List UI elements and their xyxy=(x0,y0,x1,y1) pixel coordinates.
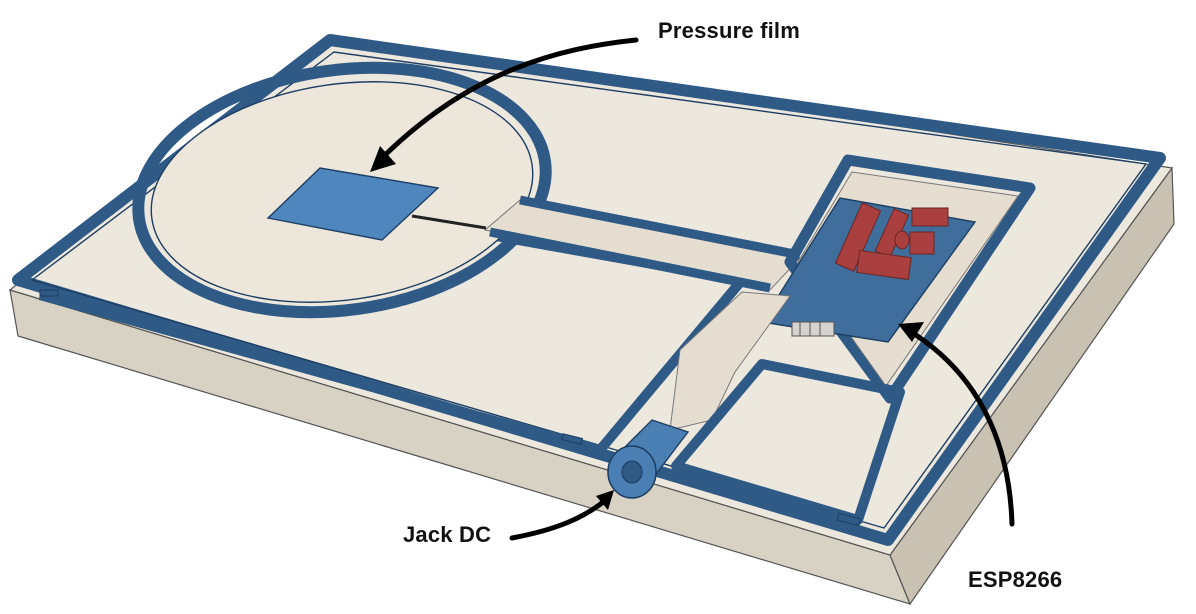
pcb-component xyxy=(894,230,910,250)
pcb-pin-header xyxy=(791,321,835,337)
pcb-component xyxy=(834,202,882,272)
pressure-film-lead xyxy=(411,214,487,230)
lower-right-compartment-wall xyxy=(671,359,905,525)
esp-compartment-wall xyxy=(784,154,1036,404)
esp8266-label: ESP8266 xyxy=(968,567,1063,592)
pcb-component xyxy=(909,231,935,255)
arrow-pressure-film xyxy=(370,37,639,172)
channel-wall-bottom xyxy=(489,227,771,293)
base-slot xyxy=(836,512,862,527)
pcb-component xyxy=(856,249,912,281)
pressure-film-pad xyxy=(266,167,440,241)
channel-wall-top xyxy=(519,195,801,260)
arrow-jack-dc xyxy=(509,490,614,541)
pressure-film-label: Pressure film xyxy=(658,18,801,43)
ring-wall-outer xyxy=(132,61,552,319)
base-slot xyxy=(560,433,584,445)
dc-jack xyxy=(607,419,690,499)
base-slot xyxy=(39,289,59,297)
jack-dc-label: Jack DC xyxy=(403,522,492,547)
arrow-esp8266 xyxy=(898,322,1015,527)
pcb-component xyxy=(911,207,949,227)
